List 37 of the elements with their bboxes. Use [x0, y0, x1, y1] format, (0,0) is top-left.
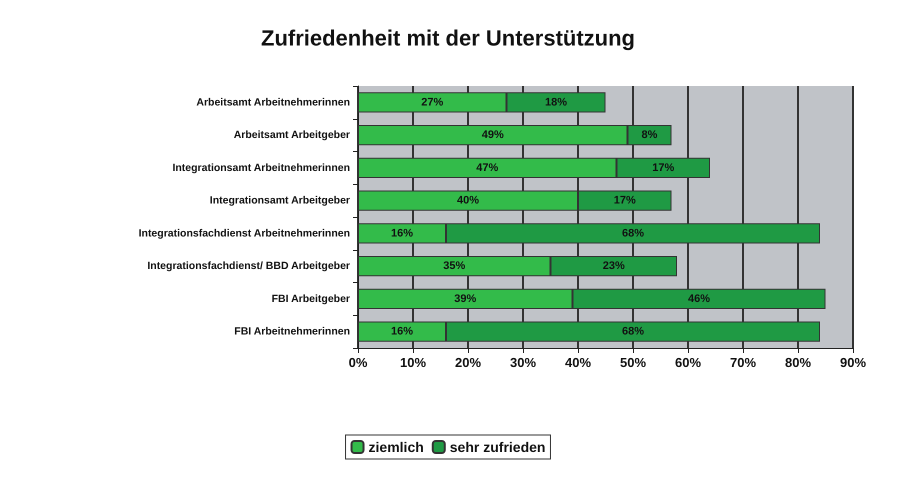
- x-tick-label: 0%: [348, 355, 368, 370]
- data-label: 40%: [456, 194, 480, 207]
- y-tick-label: Integrationsamt Arbeitgeber: [210, 194, 350, 207]
- data-label: 46%: [688, 292, 710, 305]
- data-label: 17%: [614, 194, 636, 207]
- y-tick-label: Arbeitsamt Arbeitnehmerinnen: [196, 96, 350, 108]
- data-label: 8%: [642, 129, 658, 142]
- data-label: 47%: [476, 162, 498, 174]
- x-tick-label: 70%: [730, 355, 756, 370]
- data-label: 27%: [421, 96, 444, 108]
- y-tick-label: Integrationsfachdienst Arbeitnehmerinnen: [138, 227, 350, 240]
- x-tick-label: 50%: [620, 355, 646, 370]
- x-tick-label: 10%: [400, 355, 426, 370]
- data-label: 68%: [622, 326, 644, 338]
- data-label: 35%: [443, 260, 466, 272]
- x-tick-label: 60%: [674, 355, 702, 370]
- y-tick-label: FBI Arbeitgeber: [272, 292, 350, 305]
- x-tick-label: 30%: [510, 355, 536, 370]
- data-label: 16%: [390, 227, 414, 240]
- data-label: 49%: [482, 129, 504, 142]
- y-tick-label: Integrationsfachdienst/ BBD Arbeitgeber: [147, 260, 350, 272]
- legend-label: ziemlich: [368, 439, 424, 455]
- data-label: 23%: [602, 260, 625, 272]
- legend-label: sehr zufrieden: [450, 439, 546, 455]
- data-label: 16%: [390, 326, 414, 338]
- x-tick-label: 40%: [564, 355, 592, 370]
- data-label: 39%: [454, 292, 476, 305]
- x-tick-label: 20%: [454, 355, 482, 370]
- y-tick-label: Arbeitsamt Arbeitgeber: [234, 129, 350, 142]
- chart-title: Zufriedenheit mit der Unterstützung: [261, 26, 635, 50]
- y-tick-label: FBI Arbeitnehmerinnen: [234, 326, 350, 338]
- data-label: 17%: [652, 162, 674, 174]
- x-tick-label: 80%: [784, 355, 812, 370]
- y-tick-label: Integrationsamt Arbeitnehmerinnen: [172, 162, 350, 174]
- data-label: 18%: [544, 96, 568, 108]
- x-tick-label: 90%: [840, 355, 866, 370]
- data-label: 68%: [622, 227, 644, 240]
